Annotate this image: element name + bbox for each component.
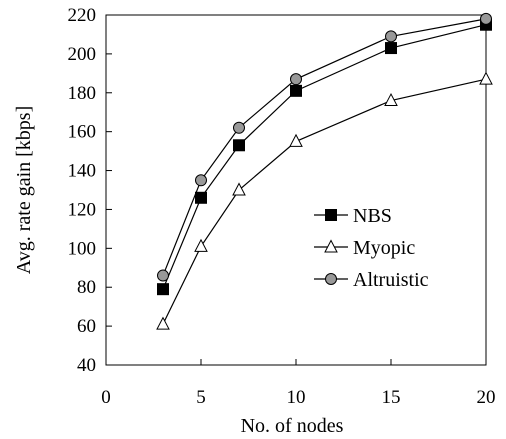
altruistic-point — [385, 30, 397, 43]
plot-area — [105, 14, 487, 366]
altruistic-point — [233, 121, 245, 134]
nbs-point — [157, 283, 169, 296]
y-tick-label: 40 — [77, 355, 96, 376]
x-tick-label: 5 — [196, 387, 206, 408]
y-tick-label: 80 — [77, 277, 96, 298]
nbs-point — [385, 42, 397, 55]
nbs-series — [157, 18, 492, 296]
myopic-point — [232, 182, 246, 196]
y-tick-label: 180 — [68, 83, 97, 104]
y-tick-label: 140 — [68, 161, 97, 182]
x-tick-label: 10 — [287, 387, 306, 408]
nbs-line — [162, 24, 487, 290]
legend-item-myopic: Myopic — [314, 237, 415, 259]
legend-label: Altruistic — [353, 269, 429, 291]
altruistic-point — [290, 73, 302, 86]
myopic-point — [156, 316, 170, 330]
y-tick-label: 60 — [77, 316, 96, 337]
altruistic-point — [480, 12, 492, 25]
altruistic-point — [157, 269, 169, 282]
nbs-legend-marker — [325, 209, 337, 221]
myopic-legend-marker — [324, 239, 338, 253]
myopic-point — [194, 238, 208, 252]
altruistic-line — [162, 18, 487, 276]
nbs-point — [290, 84, 302, 97]
legend-item-nbs: NBS — [314, 205, 392, 227]
x-tick-label: 20 — [477, 387, 496, 408]
y-tick-label: 200 — [68, 44, 97, 65]
nbs-point — [233, 139, 245, 152]
y-tick-label: 120 — [68, 199, 97, 220]
nbs-point — [195, 191, 207, 204]
y-tick-label: 220 — [68, 5, 97, 26]
legend-label: Myopic — [353, 237, 415, 259]
myopic-series — [156, 71, 493, 330]
altruistic-legend-marker — [325, 273, 337, 285]
y-tick-label: 160 — [68, 122, 97, 143]
x-axis-label: No. of nodes — [241, 415, 344, 437]
altruistic-series — [157, 12, 492, 282]
altruistic-point — [195, 174, 207, 187]
myopic-point — [289, 133, 303, 147]
myopic-point — [384, 92, 398, 107]
myopic-point — [479, 71, 493, 85]
series-layer — [156, 12, 493, 330]
axes: 40 60 80 100 120 140 160 180 200 220 0 5 10 15 20 — [68, 5, 496, 408]
myopic-line — [162, 78, 487, 325]
x-tick-label: 15 — [382, 387, 401, 408]
legend: NBS Myopic Altruistic — [314, 205, 429, 291]
y-axis-label: Avg. rate gain [kbps] — [13, 106, 35, 274]
legend-item-altruistic: Altruistic — [314, 269, 429, 291]
y-tick-label: 100 — [68, 238, 97, 259]
legend-label: NBS — [353, 205, 392, 227]
x-tick-label: 0 — [101, 387, 111, 408]
